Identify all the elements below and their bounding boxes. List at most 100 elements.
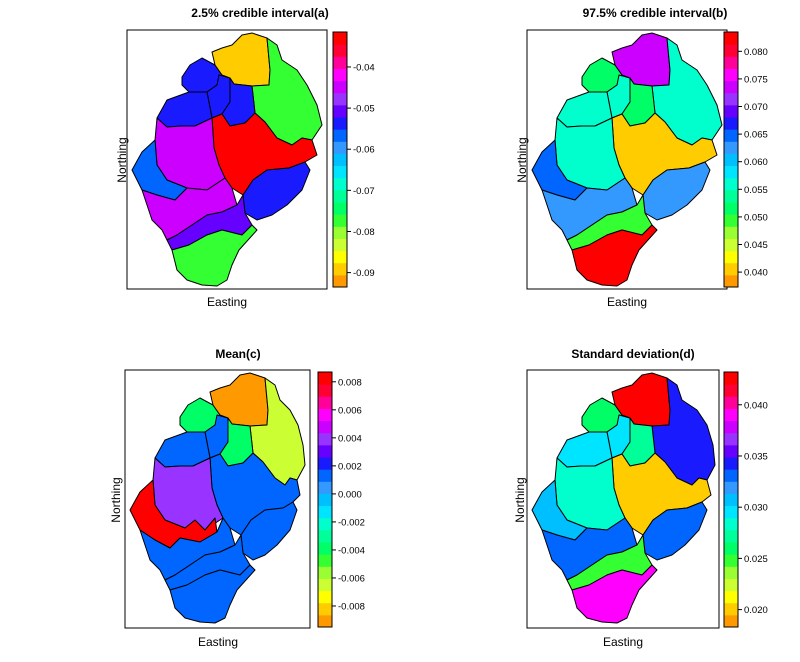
- panel-c-colorbar-tick-label: -0.006: [338, 573, 365, 584]
- panel-a-xlabel: Easting: [207, 295, 247, 309]
- panel-b-colorbar-swatch: [724, 117, 738, 130]
- panel-c-colorbar-swatch: [318, 469, 332, 482]
- panel-c-colorbar-swatch: [318, 432, 332, 446]
- panel-c-colorbar-swatch: [318, 578, 332, 592]
- panel-d-ylabel: Northing: [513, 477, 527, 522]
- panel-c-colorbar-tick-label: 0.008: [338, 377, 362, 388]
- panel-d-colorbar-swatch: [724, 444, 738, 458]
- panel-b-colorbar-tick-label: 0.040: [744, 268, 768, 279]
- panel-a-title: 2.5% credible interval(a): [191, 6, 328, 20]
- panel-b: 97.5% credible interval(b) Easting North…: [515, 6, 768, 309]
- panel-a-colorbar-swatch: [333, 56, 347, 69]
- panel-a-colorbar-tick-label: -0.08: [353, 227, 375, 238]
- panel-c-colorbar-swatch: [318, 529, 332, 543]
- panel-d-colorbar-swatch: [724, 578, 738, 592]
- panel-b-colorbar-swatch: [724, 226, 738, 239]
- panel-a-ylabel: Northing: [115, 137, 129, 182]
- panel-d-colorbar-swatch: [724, 432, 738, 446]
- panel-c-colorbar-swatch: [318, 384, 332, 397]
- panel-c-colorbar-tick-label: 0.006: [338, 405, 362, 416]
- panel-a-region-east-south: [242, 161, 311, 221]
- panel-d-colorbar-swatch: [724, 457, 738, 470]
- panel-a-colorbar-swatch: [333, 80, 347, 94]
- panel-a-colorbar-swatch: [333, 32, 347, 45]
- panel-c-colorbar-tick-label: 0.004: [338, 433, 362, 444]
- panel-a-colorbar-swatch: [333, 262, 347, 276]
- panel-d-colorbar-swatch: [724, 396, 738, 409]
- panel-c-colorbar-tick-label: -0.002: [338, 517, 365, 528]
- panel-a-colorbar-swatch: [333, 104, 347, 118]
- panel-c-colorbar-swatch: [318, 517, 332, 531]
- panel-a-colorbar-swatch: [333, 165, 347, 179]
- panel-d-colorbar-swatch: [724, 384, 738, 397]
- panel-c-colorbar-swatch: [318, 602, 332, 616]
- panel-d-colorbar-swatch: [724, 481, 738, 494]
- panel-b-colorbar-swatch: [724, 104, 738, 118]
- panel-c-region-east-south: [240, 501, 298, 561]
- panel-c-colorbar-swatch: [318, 542, 332, 555]
- panel-d-region-east-south: [642, 501, 708, 561]
- panel-a-colorbar-frame: [332, 31, 348, 288]
- panel-a-colorbar-tick-label: -0.09: [353, 268, 375, 279]
- panel-b-region-south: [571, 224, 658, 287]
- panel-a-colorbar-swatch: [333, 129, 347, 142]
- panel-b-colorbar-swatch: [724, 238, 738, 252]
- panel-d-region-south: [571, 564, 658, 624]
- panel-d-colorbar-swatch: [724, 554, 738, 567]
- panel-a-colorbar: -0.04 -0.05 -0.06 -0.07 -0.08 -0.09: [332, 31, 375, 288]
- panel-b-colorbar-swatch: [724, 202, 738, 215]
- panel-b-colorbar-tick-label: 0.070: [744, 102, 768, 113]
- panel-b-colorbar-swatch: [724, 274, 738, 288]
- panel-b-colorbar-tick-label: 0.045: [744, 240, 768, 251]
- panel-a-colorbar-swatch: [333, 177, 347, 191]
- panel-a-colorbar-swatch: [333, 202, 347, 215]
- panel-d-colorbar: 0.040 0.035 0.030 0.025 0.020: [723, 371, 768, 628]
- panel-a-colorbar-swatch: [333, 117, 347, 130]
- panel-b-colorbar-swatch: [724, 250, 738, 264]
- panel-c-colorbar-swatch: [318, 505, 332, 519]
- panel-d-colorbar-swatch: [724, 566, 738, 579]
- panel-b-colorbar-tick-label: 0.055: [744, 185, 768, 196]
- panel-c-colorbar: 0.008 0.006 0.004 0.002 0.000 -0.002 -0.004 -0.…: [317, 371, 365, 628]
- panel-b-colorbar-swatch: [724, 214, 738, 227]
- panel-c-colorbar-swatch: [318, 396, 332, 409]
- panel-a-colorbar-tick-label: -0.04: [353, 62, 375, 73]
- panel-a-colorbar-swatch: [333, 141, 347, 154]
- panel-b-title: 97.5% credible interval(b): [583, 6, 728, 20]
- panel-b-colorbar-swatch: [724, 153, 738, 167]
- panel-b-colorbar-swatch: [724, 262, 738, 276]
- panel-c-colorbar-swatch: [318, 493, 332, 507]
- panel-b-colorbar-frame: [723, 31, 739, 288]
- panel-a-region-south: [171, 224, 258, 287]
- panel-a-colorbar-tick-label: -0.07: [353, 186, 375, 197]
- panel-b-colorbar-swatch: [724, 165, 738, 179]
- panel-b-colorbar-tick-label: 0.080: [744, 47, 768, 58]
- panel-a-colorbar-swatch: [333, 153, 347, 167]
- panel-a-colorbar-swatch: [333, 226, 347, 239]
- panel-c-colorbar-tick-label: -0.008: [338, 601, 365, 612]
- panel-c-colorbar-swatch: [318, 590, 332, 604]
- panel-a-colorbar-swatch: [333, 189, 347, 203]
- panel-d-colorbar-swatch: [724, 420, 738, 434]
- panel-d-colorbar-swatch: [724, 469, 738, 482]
- panel-c-colorbar-frame: [317, 371, 333, 628]
- panel-b-colorbar-swatch: [724, 56, 738, 69]
- panel-d-colorbar-swatch: [724, 602, 738, 616]
- panel-d: Standard deviation(d) Easting Northing 0…: [513, 347, 768, 649]
- panel-c-colorbar-tick-label: -0.004: [338, 545, 365, 556]
- panel-b-colorbar-swatch: [724, 32, 738, 45]
- panel-d-colorbar-swatch: [724, 517, 738, 531]
- panel-d-colorbar-tick-label: 0.030: [744, 503, 768, 514]
- panel-a: 2.5% credible interval(a) Easting Northi…: [115, 6, 375, 309]
- panel-a-colorbar-swatch: [333, 250, 347, 264]
- panel-d-colorbar-swatch: [724, 493, 738, 507]
- panel-c-colorbar-swatch: [318, 420, 332, 434]
- panel-c-colorbar-swatch: [318, 408, 332, 422]
- panel-a-map-frame: [126, 29, 328, 290]
- panel-c-colorbar-swatch: [318, 566, 332, 579]
- panel-b-map: [531, 32, 723, 287]
- panel-c-map: [129, 372, 306, 624]
- panel-a-colorbar-swatch: [333, 68, 347, 82]
- panel-c-colorbar-swatch: [318, 444, 332, 458]
